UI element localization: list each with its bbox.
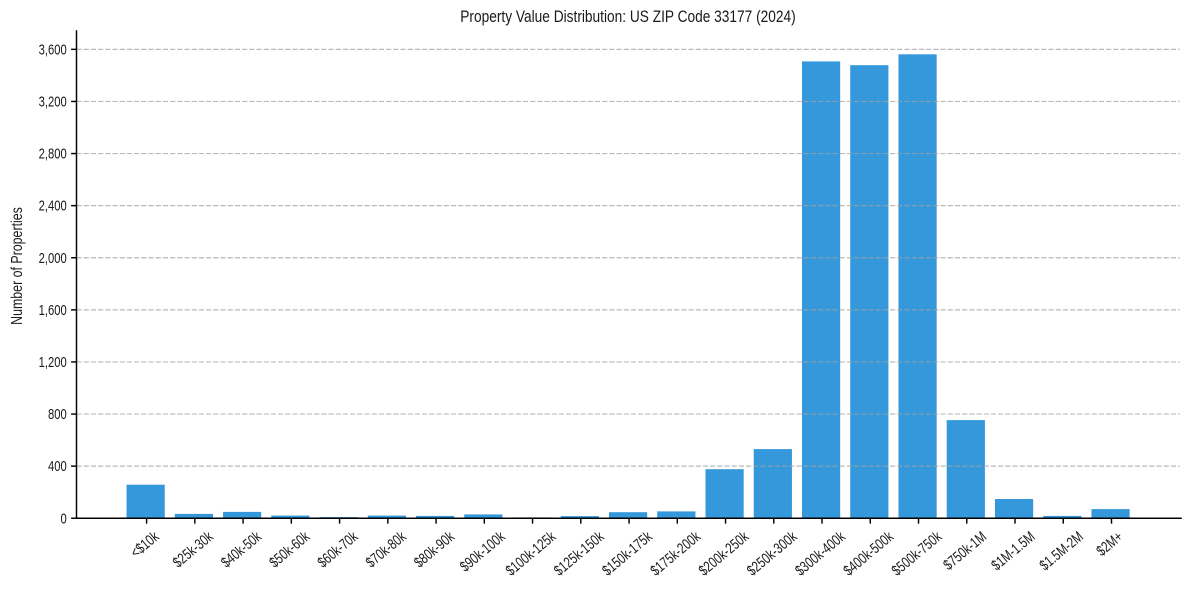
svg-text:Number of Properties: Number of Properties xyxy=(8,207,26,325)
svg-text:1,200: 1,200 xyxy=(39,353,67,370)
svg-text:800: 800 xyxy=(48,405,67,422)
svg-text:0: 0 xyxy=(61,510,67,527)
svg-text:2,400: 2,400 xyxy=(39,197,67,214)
svg-text:1,600: 1,600 xyxy=(39,301,67,318)
svg-text:3,200: 3,200 xyxy=(39,93,67,110)
svg-text:2,000: 2,000 xyxy=(39,249,67,266)
svg-text:Property Value Distribution: U: Property Value Distribution: US ZIP Code… xyxy=(460,8,795,27)
svg-text:400: 400 xyxy=(48,458,67,475)
svg-text:2,800: 2,800 xyxy=(39,145,67,162)
svg-text:3,600: 3,600 xyxy=(39,41,67,58)
